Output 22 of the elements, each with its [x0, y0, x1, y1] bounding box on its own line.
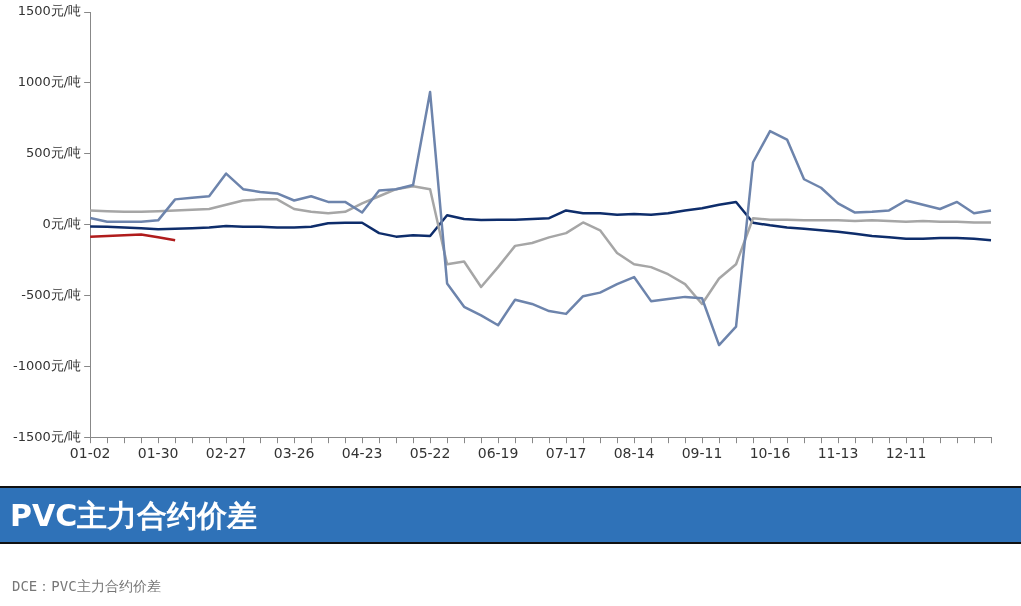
text: DCE：PVC主力合约价差: [11, 577, 162, 596]
x-tick-label: 04-23: [341, 445, 383, 462]
y-tick-label: 500元/吨: [25, 145, 82, 161]
y-tick-label: 0元/吨: [42, 215, 82, 231]
x-tick-label: 06-19: [477, 445, 519, 462]
x-tick-label: 11-13: [817, 445, 859, 462]
y-tick-label: 1500元/吨: [17, 3, 82, 19]
x-tick-label: 09-11: [681, 445, 723, 462]
y-tick-label: -1000元/吨: [13, 357, 82, 373]
x-tick-label: 05-22: [409, 445, 451, 462]
x-tick-label: 02-27: [205, 445, 247, 462]
y-tick-label: -500元/吨: [21, 286, 82, 302]
y-tick-label: 1000元/吨: [17, 74, 82, 90]
text: PVC主力合约价差: [0, 486, 1021, 544]
x-tick-label: 01-02: [69, 445, 111, 462]
x-tick-label: 07-17: [545, 445, 587, 462]
x-tick-label: 12-11: [885, 445, 927, 462]
x-tick-label: 10-16: [749, 445, 791, 462]
x-tick-label: 08-14: [613, 445, 655, 462]
x-tick-label: 01-30: [137, 445, 179, 462]
y-tick-label: -1500元/吨: [13, 428, 82, 444]
x-tick-label: 03-26: [273, 445, 315, 462]
